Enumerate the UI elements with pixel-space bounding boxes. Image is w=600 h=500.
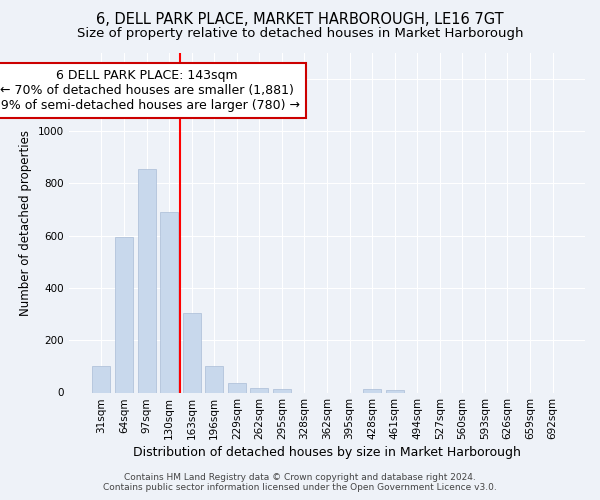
Bar	[250, 388, 268, 392]
Bar	[363, 388, 381, 392]
Bar	[228, 384, 246, 392]
X-axis label: Distribution of detached houses by size in Market Harborough: Distribution of detached houses by size …	[133, 446, 521, 460]
Bar	[386, 390, 404, 392]
Text: 6 DELL PARK PLACE: 143sqm
← 70% of detached houses are smaller (1,881)
29% of se: 6 DELL PARK PLACE: 143sqm ← 70% of detac…	[0, 69, 300, 112]
Bar	[92, 366, 110, 392]
Bar	[115, 237, 133, 392]
Y-axis label: Number of detached properties: Number of detached properties	[19, 130, 32, 316]
Bar	[137, 169, 155, 392]
Bar	[160, 212, 178, 392]
Text: Contains HM Land Registry data © Crown copyright and database right 2024.
Contai: Contains HM Land Registry data © Crown c…	[103, 473, 497, 492]
Text: Size of property relative to detached houses in Market Harborough: Size of property relative to detached ho…	[77, 28, 523, 40]
Bar	[182, 312, 201, 392]
Text: 6, DELL PARK PLACE, MARKET HARBOROUGH, LE16 7GT: 6, DELL PARK PLACE, MARKET HARBOROUGH, L…	[96, 12, 504, 28]
Bar	[205, 366, 223, 392]
Bar	[273, 388, 291, 392]
